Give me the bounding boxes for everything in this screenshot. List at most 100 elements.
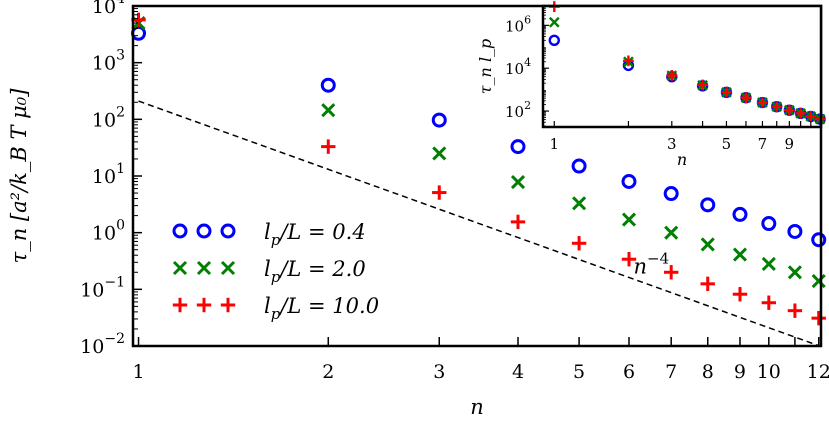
reference-label-exponent: −4 [647,250,669,268]
reference-label-base: n [634,255,648,279]
series-circle [131,25,827,248]
legend-marker [220,260,236,276]
inset-data-point [783,104,795,116]
y-tick-label-base: 10 [92,166,116,188]
series-plus [131,12,826,326]
y-tick-label-exponent: 3 [116,48,125,64]
data-point [700,237,715,252]
inset-data-point [740,92,752,104]
inset-y-tick-label: 102 [505,99,531,121]
inset-data-point [795,107,807,119]
data-point [621,212,637,227]
legend-label: lp/L = 2.0 [264,257,366,286]
data-point [787,223,803,239]
data-point [761,216,777,232]
legend-label-lhs: l [264,294,271,318]
data-point [811,273,826,289]
data-point [787,265,802,280]
inset-y-tick-label: 106 [505,13,531,35]
main-series-group [131,12,827,326]
data-point [510,214,526,230]
inset-y-tick-label-exponent: 2 [524,99,531,112]
data-point [732,247,748,262]
x-tick-label: 2 [322,361,334,383]
data-point [321,103,336,118]
inset-y-tick-label-base: 10 [505,60,524,78]
y-tick-label-base: 10 [92,223,116,245]
legend-marker [196,297,212,313]
main-plot-frame [131,4,823,348]
y-tick-label: 102 [92,104,125,131]
data-point [431,112,447,128]
reference-line-group [138,100,822,348]
inset-data-point [548,34,560,47]
legend-label: lp/L = 10.0 [264,294,379,323]
reference-line [138,100,822,348]
inset-data-point [666,70,678,81]
data-point [700,276,715,292]
x-tick-label: 7 [665,361,677,383]
inset-data-point [548,16,560,28]
data-point [664,225,679,240]
legend-entry: lp/L = 2.0 [172,257,366,286]
y-tick-label-exponent: −1 [104,274,125,290]
legend-label-rhs: /L = 2.0 [278,257,365,281]
y-axis-label: τ_n [a²/k_B T μ₀] [7,88,31,264]
inset-y-tick-label-exponent: 4 [524,56,531,69]
y-tick-label-exponent: 4 [116,0,125,7]
y-tick-label-base: 10 [92,0,116,18]
inset-x-tick-label: 9 [785,135,795,153]
inset-data-point [697,79,708,91]
x-axis-label: n [470,395,484,419]
data-point [761,295,777,310]
data-point [510,175,526,190]
x-tick-label: 12 [807,361,829,383]
inset-data-point [805,111,817,122]
legend-label-sub: p [271,305,281,323]
data-point [510,139,526,155]
y-tick-label-base: 10 [80,336,104,358]
data-point [571,236,587,251]
y-tick-label-exponent: 1 [116,161,125,177]
y-tick-label-exponent: −2 [104,331,125,347]
y-tick-label-base: 10 [92,53,116,75]
reference-line-label: n−4 [634,250,670,279]
y-tick-label-base: 10 [80,279,104,301]
legend-entry: lp/L = 0.4 [172,220,366,249]
legend: lp/L = 0.4lp/L = 2.0lp/L = 10.0 [172,220,379,323]
data-point [761,256,776,272]
data-point [700,197,716,213]
data-point [321,139,336,154]
inset-x-axis-label: n [677,150,687,169]
data-point [432,185,447,200]
data-point [811,232,827,248]
inset-y-tick-label-exponent: 6 [524,13,531,26]
legend-label-lhs: l [264,220,271,244]
x-tick-label: 1 [132,361,144,383]
inset-y-tick-label-base: 10 [505,103,524,121]
legend-label-rhs: /L = 10.0 [278,294,379,318]
x-tick-label: 8 [702,361,714,383]
legend-marker [196,223,212,239]
y-tick-label: 104 [92,0,125,18]
legend-label-sub: p [271,231,281,249]
legend-marker [172,223,188,239]
inset-y-axis-label: τ_n l_p [476,39,495,95]
legend-marker [172,260,188,276]
data-point [663,186,679,202]
x-tick-label: 9 [734,361,746,383]
y-tick-label: 103 [92,48,125,75]
data-point [572,196,587,211]
inset-data-point [757,97,768,108]
legend-label: lp/L = 0.4 [264,220,366,249]
y-tick-label-base: 10 [92,109,116,131]
legend-label-rhs: /L = 0.4 [278,220,365,244]
y-tick-label-exponent: 0 [116,218,125,234]
data-point [571,158,587,174]
data-point [621,173,637,189]
data-point [432,146,447,161]
inset-data-point [721,86,732,98]
